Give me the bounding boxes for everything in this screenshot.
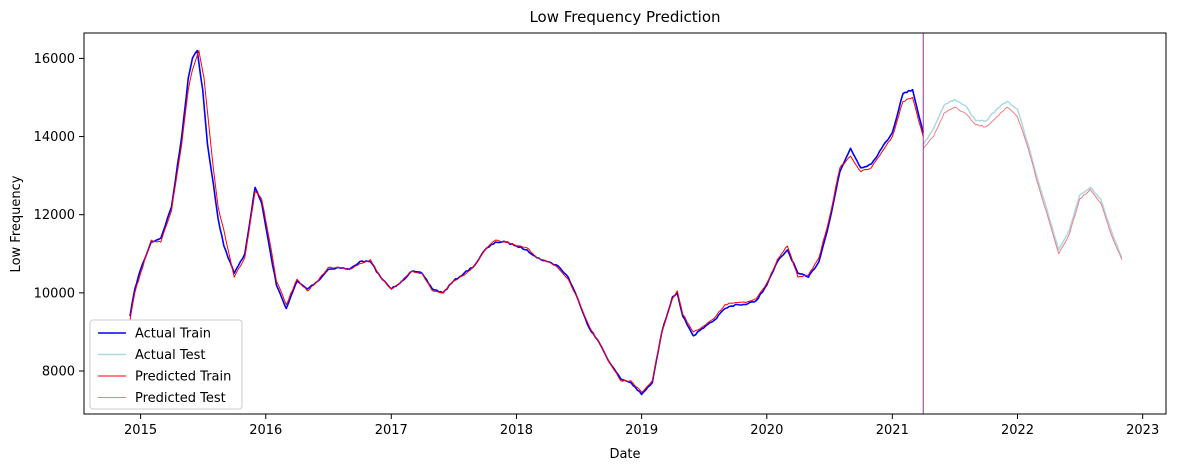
legend-entry: Predicted Test [135, 391, 226, 406]
y-axis: 8000 10000 12000 14000 16000 [34, 52, 84, 380]
series-line [922, 106, 1123, 260]
legend-entry: Predicted Train [135, 370, 231, 385]
y-tick-label: 10000 [34, 286, 75, 301]
y-tick-label: 16000 [34, 52, 75, 67]
x-tick-label: 2016 [249, 423, 282, 438]
x-axis-label: Date [609, 447, 640, 462]
series-line [922, 98, 1123, 258]
x-tick-label: 2018 [500, 423, 533, 438]
x-tick-label: 2017 [375, 423, 408, 438]
chart-title: Low Frequency Prediction [529, 8, 720, 26]
x-tick-label: 2020 [750, 423, 783, 438]
series-line [129, 50, 924, 393]
y-axis-label: Low Frequency [9, 175, 24, 272]
plot-area [129, 33, 1123, 414]
legend: Actual Train Actual Test Predicted Train Pr… [89, 319, 243, 410]
legend-entry: Actual Train [135, 327, 211, 342]
legend-entry: Actual Test [135, 348, 205, 363]
plot-frame [83, 32, 1167, 415]
x-tick-label: 2022 [1001, 423, 1034, 438]
series-line [129, 49, 924, 396]
x-tick-label: 2023 [1126, 423, 1159, 438]
y-tick-label: 12000 [34, 208, 75, 223]
y-tick-label: 8000 [42, 365, 75, 380]
x-tick-label: 2015 [124, 423, 157, 438]
legend-box [89, 319, 243, 410]
y-tick-label: 14000 [34, 130, 75, 145]
x-axis: 2015 2016 2017 2018 2019 2020 2021 2022 2023 [124, 414, 1159, 438]
x-tick-label: 2021 [876, 423, 909, 438]
x-tick-label: 2019 [625, 423, 658, 438]
